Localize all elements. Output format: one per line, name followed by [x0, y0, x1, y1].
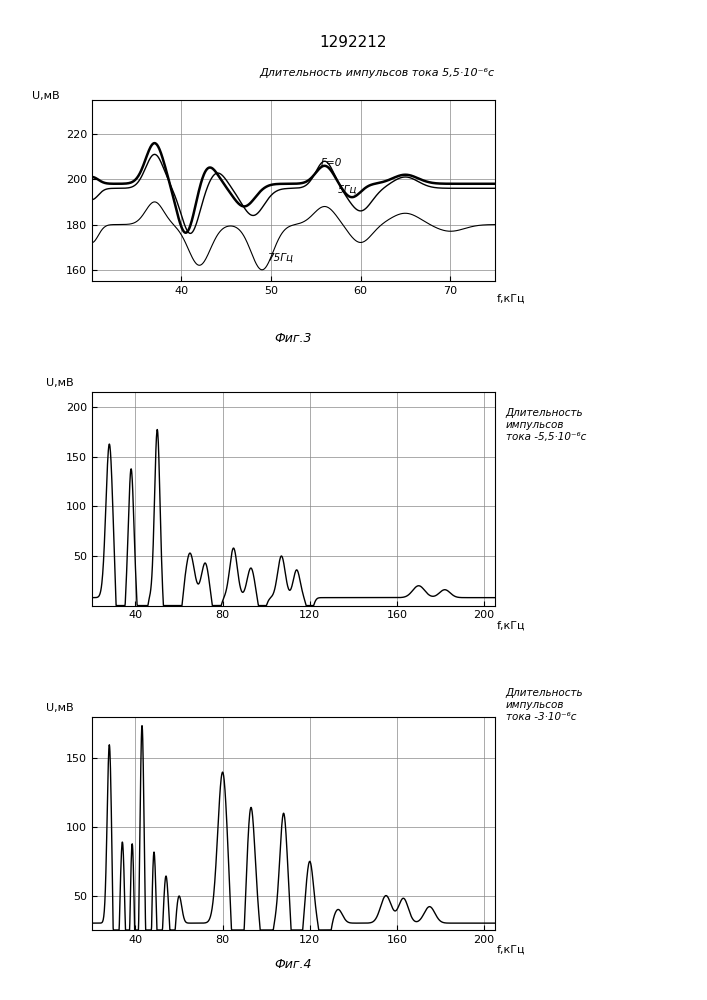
- Text: Длительность
импульсов
тока -3·10⁻⁶с: Длительность импульсов тока -3·10⁻⁶с: [506, 688, 583, 722]
- X-axis label: f,кГц: f,кГц: [497, 620, 525, 630]
- Y-axis label: U,мВ: U,мВ: [32, 91, 59, 101]
- Text: Длительность
импульсов
тока -5,5·10⁻⁶с: Длительность импульсов тока -5,5·10⁻⁶с: [506, 408, 586, 442]
- Text: Фиг.4: Фиг.4: [274, 958, 312, 971]
- Text: Длительность импульсов тока 5,5·10⁻⁶с: Длительность импульсов тока 5,5·10⁻⁶с: [259, 68, 495, 78]
- Text: 5Гц: 5Гц: [338, 185, 358, 195]
- Y-axis label: U,мВ: U,мВ: [46, 703, 74, 713]
- Text: 75Гц: 75Гц: [267, 253, 293, 263]
- Text: F=0: F=0: [320, 158, 341, 168]
- Y-axis label: U,мВ: U,мВ: [46, 378, 74, 388]
- Text: Фиг.3: Фиг.3: [274, 332, 312, 345]
- Text: 1292212: 1292212: [320, 35, 387, 50]
- X-axis label: f,кГц: f,кГц: [497, 945, 525, 955]
- X-axis label: f,кГц: f,кГц: [497, 294, 525, 304]
